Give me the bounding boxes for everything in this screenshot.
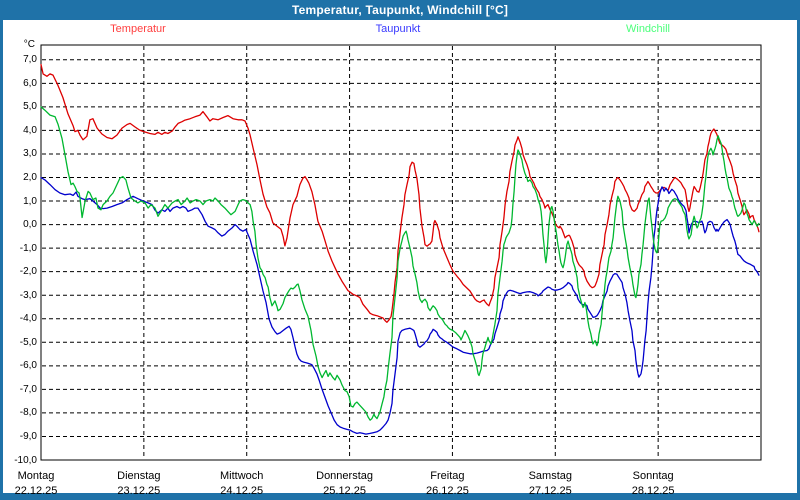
legend-taupunkt: Taupunkt xyxy=(375,23,421,35)
y-tick-label: -6,0 xyxy=(19,360,37,372)
date-label: 27.12.25 xyxy=(528,485,572,497)
weekday-label: Donnerstag xyxy=(316,470,373,482)
date-label: 24.12.25 xyxy=(220,485,264,497)
y-tick-label: -4,0 xyxy=(19,313,37,325)
series-line-temperatur xyxy=(40,63,760,323)
y-tick-label: -2,0 xyxy=(19,266,37,278)
series-line-taupunkt xyxy=(40,176,760,435)
date-label: 23.12.25 xyxy=(117,485,161,497)
window-title: Temperatur, Taupunkt, Windchill [°C] xyxy=(291,3,509,17)
y-tick-label: 1,0 xyxy=(23,195,37,207)
y-tick-label: -3,0 xyxy=(19,289,37,301)
window-border-bottom xyxy=(0,493,800,500)
window-border-right xyxy=(797,20,800,500)
date-label: 26.12.25 xyxy=(426,485,469,497)
y-tick-label: 2,0 xyxy=(23,172,37,183)
weekday-label: Sonntag xyxy=(632,470,674,482)
date-label: 22.12.25 xyxy=(14,485,58,497)
weekday-label: Dienstag xyxy=(117,470,161,482)
title-bar: Temperatur, Taupunkt, Windchill [°C] xyxy=(0,0,800,20)
y-tick-label: -5,0 xyxy=(19,336,37,348)
y-tick-label: 7,0 xyxy=(23,54,37,66)
weekday-label: Samstag xyxy=(528,470,572,482)
y-tick-label: 5,0 xyxy=(23,101,37,113)
y-tick-label: -8,0 xyxy=(19,407,37,419)
window-border-left xyxy=(0,20,3,500)
y-tick-label: 4,0 xyxy=(23,124,37,136)
plot-border xyxy=(40,44,762,461)
y-tick-label: -7,0 xyxy=(19,383,37,395)
y-tick-label: -1,0 xyxy=(19,242,37,254)
weekday-label: Montag xyxy=(17,470,55,482)
legend-temperatur: Temperatur xyxy=(110,23,166,35)
y-tick-label: 6,0 xyxy=(23,77,37,89)
date-label: 25.12.25 xyxy=(323,485,366,497)
legend-windchill: Windchill xyxy=(625,23,671,35)
weekday-label: Freitag xyxy=(430,470,465,482)
y-tick-label: -9,0 xyxy=(19,430,37,442)
y-axis-unit-label: °C xyxy=(23,39,35,50)
series-line-windchill xyxy=(40,106,760,421)
date-label: 28.12.25 xyxy=(631,485,675,497)
weekday-label: Mittwoch xyxy=(220,470,264,482)
y-tick-label: 0,0 xyxy=(23,219,37,231)
y-tick-label: -10,0 xyxy=(14,454,37,466)
y-tick-label: 3,0 xyxy=(23,148,37,160)
